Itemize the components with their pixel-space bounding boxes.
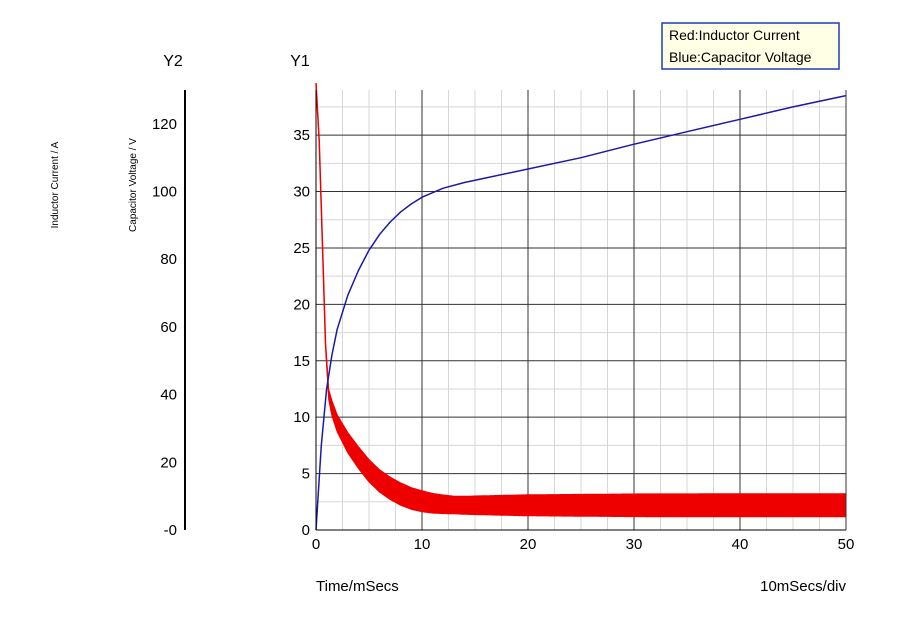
x-tick-label: 50 [838, 536, 855, 553]
y2-tick-label: 80 [160, 251, 177, 268]
y2-axis-title: Inductor Current / A [50, 141, 61, 228]
x-tick-label: 20 [520, 536, 537, 553]
y2-tick-label: 120 [152, 116, 177, 133]
y1-tick-label: 25 [293, 240, 310, 257]
y1-axis-title: Capacitor Voltage / V [128, 138, 139, 232]
inductor-current-line [315, 83, 846, 507]
y2-tick-label: 60 [160, 319, 177, 336]
minor-gridlines [316, 90, 846, 530]
axes-layer [184, 90, 847, 531]
x-axis-title: Time/mSecs [316, 578, 399, 595]
y2-tick-label: -0 [164, 522, 177, 539]
y2-tick-label: 100 [152, 184, 177, 201]
legend-entry-inductor-current: Red:Inductor Current [669, 27, 800, 43]
legend-box [661, 22, 840, 70]
legend-entry-capacitor-voltage: Blue:Capacitor Voltage [669, 49, 812, 65]
y1-tick-label: 0 [302, 522, 310, 539]
tick-labels: -0 20 40 60 80 100 120 0 5 10 15 20 25 30 35 0 10 20 30 40 5… [152, 116, 854, 553]
legend: Red:Inductor Current Blue:Capacitor Volt… [661, 22, 840, 70]
y1-axis-header: Y1 [290, 53, 310, 70]
y1-tick-label: 15 [293, 353, 310, 370]
y1-tick-label: 5 [302, 466, 310, 483]
y2-axis-header: Y2 [163, 53, 183, 70]
y2-tick-label: 20 [160, 454, 177, 471]
x-tick-label: 40 [732, 536, 749, 553]
series-layer [315, 83, 847, 531]
y1-tick-label: 35 [293, 127, 310, 144]
y1-tick-label: 20 [293, 296, 310, 313]
x-tick-label: 10 [414, 536, 431, 553]
y1-tick-label: 30 [293, 184, 310, 201]
x-tick-label: 0 [312, 536, 320, 553]
x-tick-label: 30 [626, 536, 643, 553]
y1-tick-label: 10 [293, 409, 310, 426]
capacitor-voltage-line [315, 94, 847, 531]
major-gridlines [316, 90, 847, 530]
x-axis-scale-note: 10mSecs/div [760, 578, 846, 595]
y2-tick-label: 40 [160, 387, 177, 404]
